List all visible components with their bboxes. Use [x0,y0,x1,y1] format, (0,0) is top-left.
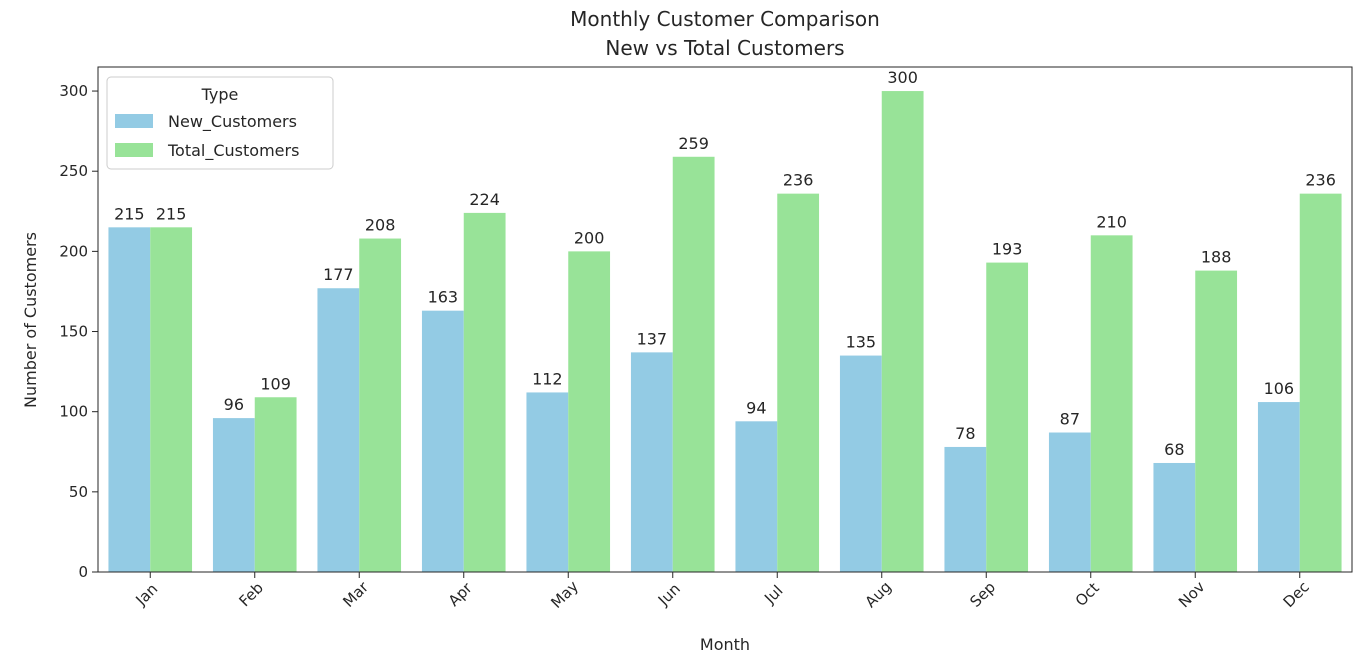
bar-total-customers-jul [777,193,820,572]
bar-new-customers-dec [1257,402,1300,572]
bar-value-label: 193 [992,240,1023,259]
x-axis-label: Month [700,635,750,654]
bar-new-customers-sep [944,446,987,572]
x-tick-label: Jan [131,580,161,610]
x-tick-label: Nov [1175,578,1209,612]
bar-value-label: 208 [365,216,396,235]
bar-value-label: 215 [114,204,145,223]
bar-total-customers-sep [986,262,1029,572]
bar-value-label: 135 [846,333,877,352]
bar-value-label: 163 [428,288,459,307]
y-tick-label: 300 [59,82,88,100]
y-tick-label: 200 [59,242,88,260]
bar-value-label: 236 [783,171,814,190]
bars-layer [108,91,1342,573]
bar-total-customers-aug [881,91,924,573]
legend-label-new-customers: New_Customers [168,112,297,132]
bar-value-label: 300 [887,68,918,87]
bar-value-label: 188 [1201,248,1232,267]
bar-value-label: 236 [1305,171,1336,190]
bar-labels-layer: 215 215 96 109 177 208 163 224 112 200 137 259 94 236… [114,68,1336,459]
bar-value-label: 68 [1164,440,1184,459]
bar-new-customers-may [526,392,569,572]
bar-new-customers-nov [1153,462,1196,572]
legend: Type New_Customers Total_Customers [106,76,334,170]
plot-frame [97,66,1353,573]
bar-value-label: 224 [469,190,500,209]
y-tick-label: 100 [59,403,88,421]
bar-value-label: 137 [637,329,668,348]
bar-new-customers-jan [108,227,151,572]
x-tick-label: Dec [1280,578,1313,611]
y-axis-label: Number of Customers [21,232,40,408]
bar-value-label: 109 [260,374,291,393]
bar-total-customers-apr [463,212,506,572]
x-tick-label: Oct [1072,579,1103,610]
bar-total-customers-dec [1299,193,1342,572]
bar-value-label: 200 [574,228,605,247]
bar-new-customers-mar [317,288,360,572]
legend-title: Type [201,85,239,104]
bar-total-customers-jun [672,156,715,572]
bar-total-customers-may [568,251,611,572]
x-tick-label: May [547,577,582,612]
bar-new-customers-jul [735,421,778,572]
x-tick-label: Mar [339,578,372,611]
x-tick-label: Jun [654,580,684,610]
bar-new-customers-aug [839,355,882,572]
bar-value-label: 96 [224,395,244,414]
bar-new-customers-feb [212,418,255,572]
bar-total-customers-oct [1090,235,1133,572]
y-tick-label: 250 [59,162,88,180]
y-tick-label: 50 [69,483,88,501]
x-tick-label: Jul [760,582,786,608]
bar-value-label: 112 [532,369,563,388]
legend-box [106,76,334,170]
legend-label-total-customers: Total_Customers [167,141,299,161]
x-tick-label: Sep [966,578,999,611]
bar-total-customers-mar [359,238,402,573]
chart-subtitle: New vs Total Customers [605,36,844,60]
bar-value-label: 210 [1096,212,1127,231]
y-tick-label: 150 [59,323,88,341]
bar-new-customers-apr [421,310,464,572]
bar-total-customers-feb [254,397,297,572]
bar-new-customers-jun [630,352,673,572]
bar-new-customers-oct [1048,432,1091,572]
legend-swatch-new-customers [115,114,153,128]
y-tick-label: 0 [78,563,88,581]
bar-value-label: 177 [323,265,354,284]
legend-swatch-total-customers [115,143,153,157]
x-tick-label: Aug [861,578,894,611]
bar-value-label: 87 [1060,410,1080,429]
bar-value-label: 259 [678,134,709,153]
x-tick-label: Apr [445,578,477,610]
x-tick-label: Feb [235,579,267,611]
bar-value-label: 94 [746,398,766,417]
bar-total-customers-nov [1195,270,1238,572]
bar-total-customers-jan [150,227,193,572]
chart-title: Monthly Customer Comparison [570,7,880,31]
bar-value-label: 215 [156,204,187,223]
bar-value-label: 78 [955,424,975,443]
bar-value-label: 106 [1264,379,1295,398]
